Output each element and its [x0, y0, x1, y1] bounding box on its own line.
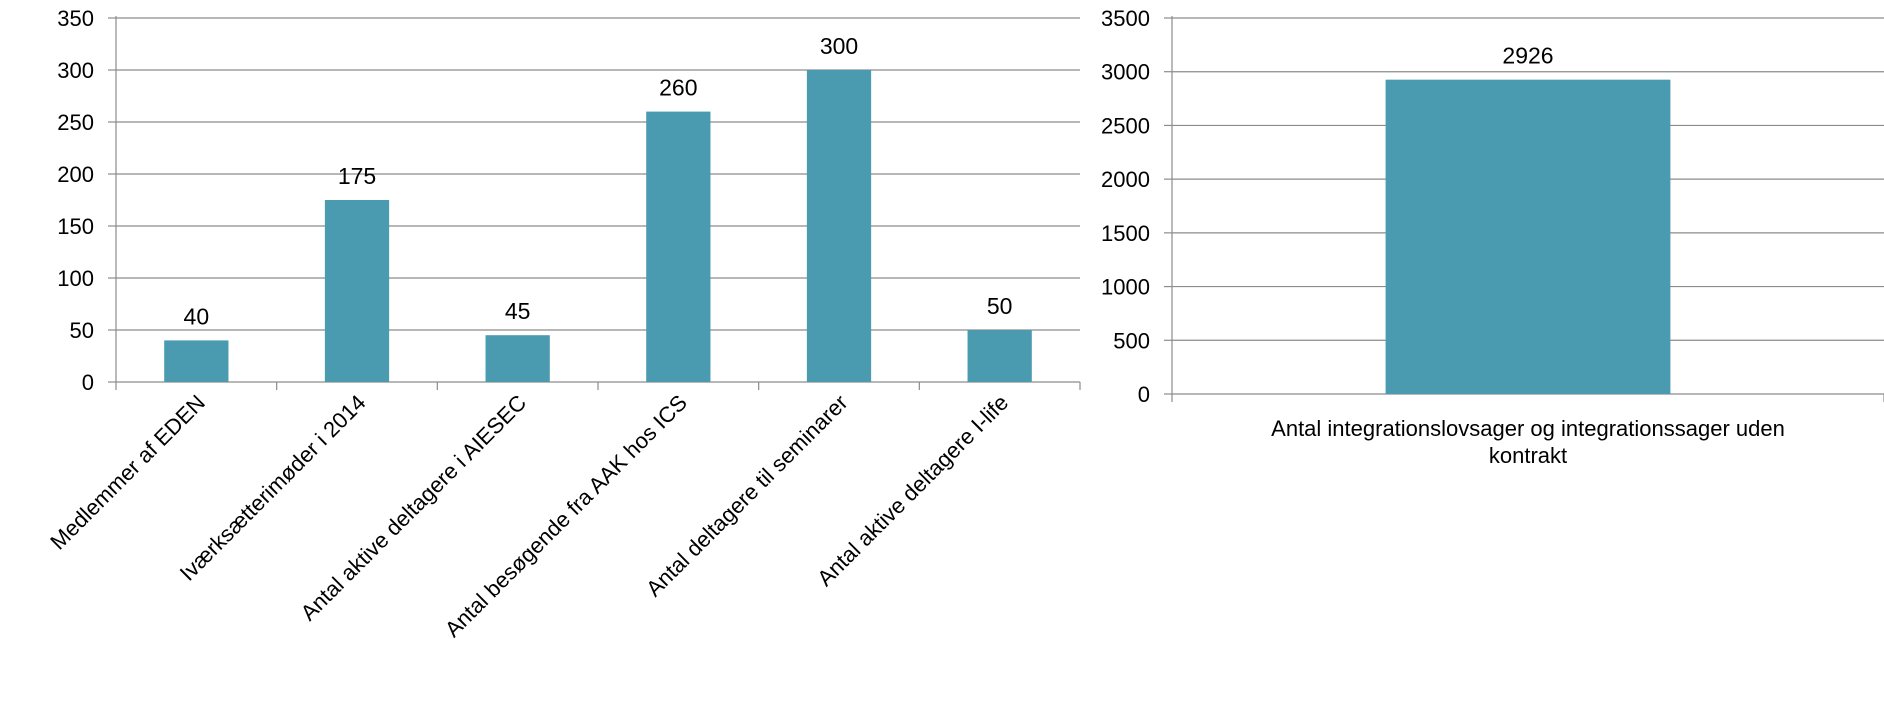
bar: [967, 330, 1032, 382]
y-tick-label: 2000: [1101, 167, 1150, 192]
data-label: 40: [184, 303, 210, 329]
category-label: kontrakt: [1489, 443, 1567, 468]
bar: [485, 335, 550, 382]
y-tick-label: 500: [1113, 328, 1150, 353]
y-tick-label: 350: [57, 6, 94, 31]
category-label: Iværksætterimøder i 2014: [175, 390, 371, 586]
y-tick-label: 0: [1138, 382, 1150, 407]
bar: [324, 200, 390, 382]
data-label: 2926: [1502, 43, 1553, 69]
bar: [164, 340, 229, 382]
bar: [1385, 79, 1671, 394]
y-tick-label: 1500: [1101, 221, 1150, 246]
data-label: 45: [505, 298, 531, 324]
y-tick-label: 100: [57, 266, 94, 291]
y-tick-label: 150: [57, 214, 94, 239]
category-label: Antal aktive deltagere I-life: [812, 390, 1013, 591]
chart-2: 0 500 1000 1500 2000 2500 3000 3500 2926 Antal in…: [1101, 6, 1884, 468]
data-label: 260: [659, 75, 697, 101]
data-label: 175: [338, 163, 376, 189]
y-tick-label: 3500: [1101, 6, 1150, 31]
y-tick-label: 50: [70, 318, 94, 343]
y-tick-label: 2500: [1101, 113, 1150, 138]
y-tick-label: 300: [57, 58, 94, 83]
category-label: Antal integrationslovsager og integratio…: [1271, 416, 1785, 441]
data-label: 50: [987, 293, 1013, 319]
chart-1: 0 50 100 150 200 250 300 350 40 Medlemmer af EDEN…: [45, 6, 1081, 642]
bar: [806, 70, 872, 382]
category-label: Medlemmer af EDEN: [45, 390, 210, 555]
y-tick-label: 0: [82, 370, 94, 395]
y-tick-label: 200: [57, 162, 94, 187]
data-label: 300: [820, 33, 858, 59]
y-tick-label: 1000: [1101, 275, 1150, 300]
bar: [646, 111, 711, 382]
y-tick-label: 3000: [1101, 60, 1150, 85]
y-tick-label: 250: [57, 110, 94, 135]
